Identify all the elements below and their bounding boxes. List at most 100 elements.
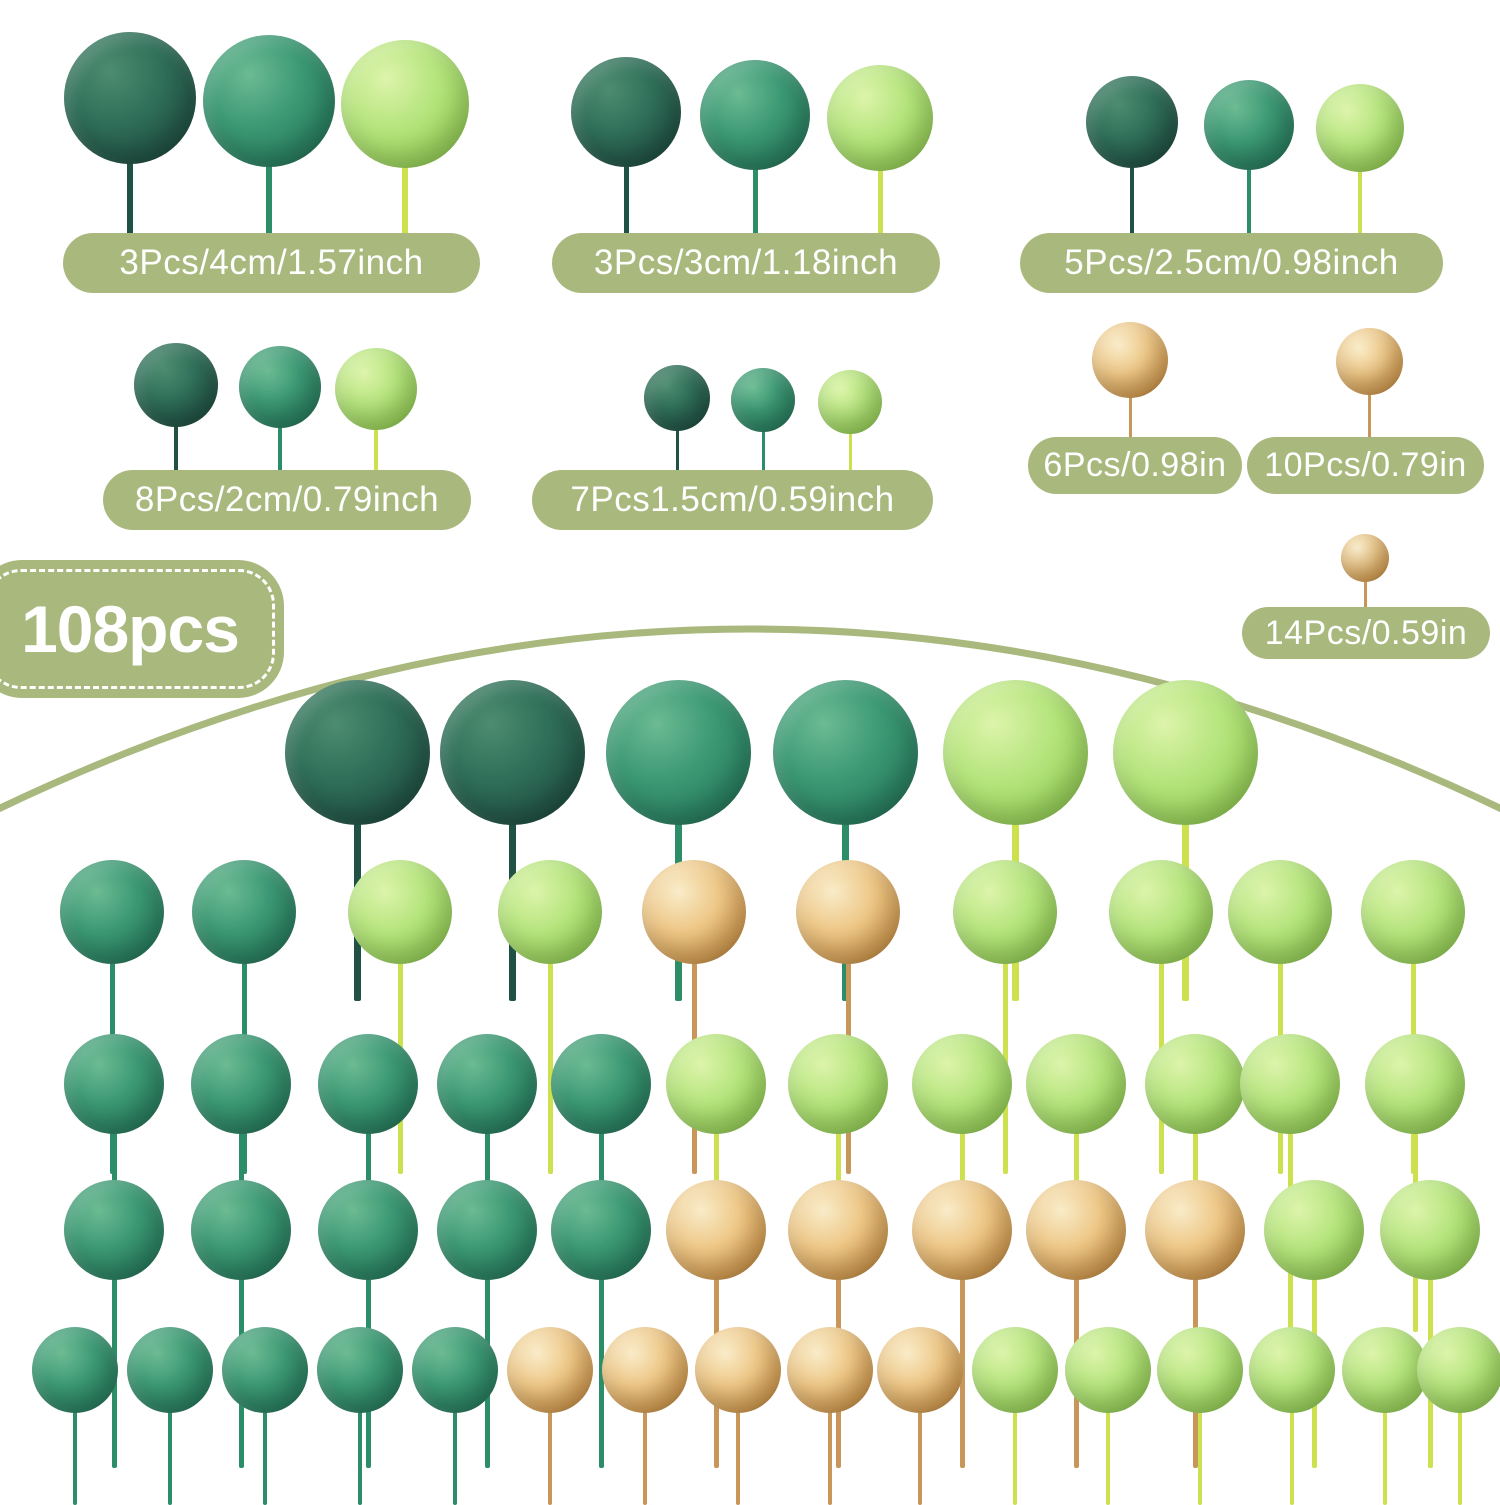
gold-ball [666, 1180, 766, 1280]
green-ball [222, 1327, 308, 1413]
gold-ball [602, 1327, 688, 1413]
ball-stick [174, 423, 178, 476]
light-green-ball [666, 1034, 766, 1134]
dark-green-ball [644, 365, 710, 431]
dark-green-ball [439, 679, 585, 825]
ball-stick [1363, 578, 1367, 613]
green-ball [318, 1034, 418, 1134]
size-label-pill: 6Pcs/0.98in [1028, 437, 1242, 494]
ball-stick [374, 426, 378, 476]
size-label-pill: 10Pcs/0.79in [1247, 437, 1484, 494]
ball-stick [848, 430, 852, 476]
light-green-ball [1264, 1180, 1364, 1280]
ball-stick [761, 428, 765, 476]
gold-ball [642, 860, 746, 964]
light-green-ball [1228, 860, 1332, 964]
total-count-badge: 108pcs [0, 560, 284, 698]
ball-stick [1358, 168, 1362, 239]
light-green-ball [1240, 1034, 1340, 1134]
light-green-ball [1365, 1034, 1465, 1134]
gold-ball [912, 1180, 1012, 1280]
gold-ball [1026, 1180, 1126, 1280]
light-green-ball [912, 1034, 1012, 1134]
light-green-ball [1316, 84, 1404, 172]
gold-ball [877, 1327, 963, 1413]
green-ball [551, 1180, 651, 1280]
light-green-ball [335, 348, 417, 430]
light-green-ball [788, 1034, 888, 1134]
ball-stick [73, 1409, 77, 1505]
ball-stick [453, 1409, 457, 1505]
gold-ball [1145, 1180, 1245, 1280]
green-ball [32, 1327, 118, 1413]
green-ball [191, 1034, 291, 1134]
size-label-pill: 7Pcs1.5cm/0.59inch [532, 470, 933, 530]
gold-ball [507, 1327, 593, 1413]
ball-stick [1367, 390, 1371, 443]
light-green-ball [1342, 1327, 1428, 1413]
green-ball [64, 1180, 164, 1280]
light-green-ball [1249, 1327, 1335, 1413]
light-green-ball [498, 860, 602, 964]
ball-stick [358, 1409, 362, 1505]
green-ball [551, 1034, 651, 1134]
green-ball [317, 1327, 403, 1413]
green-ball [700, 60, 810, 170]
ball-stick [643, 1409, 647, 1505]
ball-stick [623, 163, 629, 239]
ball-stick [1128, 394, 1132, 443]
light-green-ball [953, 860, 1057, 964]
green-ball [191, 1180, 291, 1280]
gold-ball [695, 1327, 781, 1413]
green-ball [318, 1180, 418, 1280]
light-green-ball [827, 65, 933, 171]
gold-ball [788, 1180, 888, 1280]
ball-stick [736, 1409, 740, 1505]
ball-stick [1383, 1409, 1387, 1505]
total-count-text: 108pcs [21, 592, 240, 666]
gold-ball [1092, 322, 1168, 398]
green-ball [1204, 80, 1294, 170]
gold-ball [1341, 534, 1389, 582]
dark-green-ball [571, 57, 681, 167]
light-green-ball [1112, 679, 1258, 825]
ball-stick [598, 1276, 604, 1468]
light-green-ball [341, 40, 469, 168]
ball-stick [877, 167, 883, 239]
dark-green-ball [134, 343, 218, 427]
ball-stick [548, 1409, 552, 1505]
ball-stick [547, 960, 553, 1174]
size-label-pill: 3Pcs/4cm/1.57inch [63, 233, 480, 293]
green-ball [203, 35, 335, 167]
ball-stick [918, 1409, 922, 1505]
green-ball [192, 860, 296, 964]
light-green-ball [1361, 860, 1465, 964]
ball-stick [752, 166, 758, 239]
gold-ball [787, 1327, 873, 1413]
ball-stick [1198, 1409, 1202, 1505]
ball-stick [1106, 1409, 1110, 1505]
ball-stick [675, 427, 679, 476]
green-ball [60, 860, 164, 964]
ball-stick [1013, 1409, 1017, 1505]
green-ball [605, 679, 751, 825]
size-label-pill: 3Pcs/3cm/1.18inch [552, 233, 940, 293]
light-green-ball [1417, 1327, 1500, 1413]
ball-stick [828, 1409, 832, 1505]
gold-ball [796, 860, 900, 964]
ball-stick [1290, 1409, 1294, 1505]
green-ball [412, 1327, 498, 1413]
green-ball [239, 346, 321, 428]
green-ball [772, 679, 918, 825]
light-green-ball [1145, 1034, 1245, 1134]
ball-stick [1247, 166, 1251, 239]
ball-stick [402, 164, 408, 239]
ball-stick [266, 163, 272, 239]
light-green-ball [1026, 1034, 1126, 1134]
green-ball [437, 1180, 537, 1280]
light-green-ball [818, 370, 882, 434]
green-ball [64, 1034, 164, 1134]
